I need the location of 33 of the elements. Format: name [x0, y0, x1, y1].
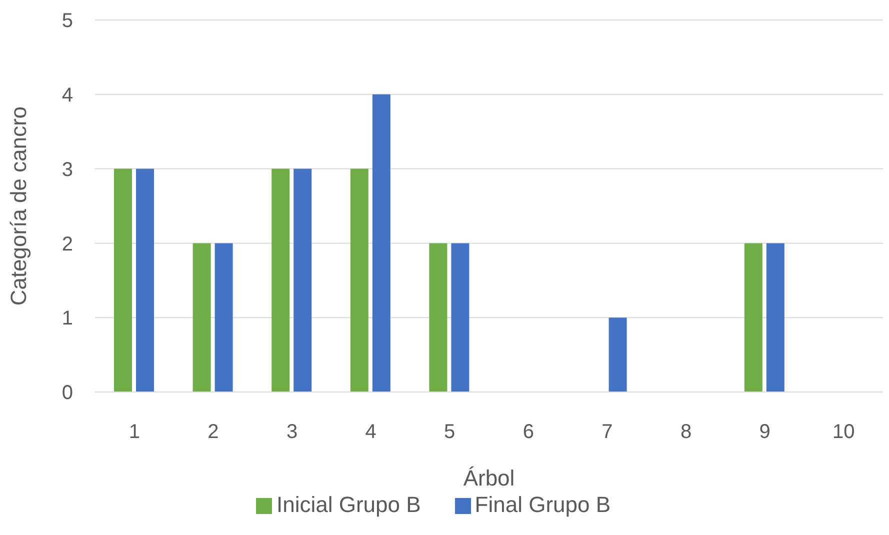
- y-tick-label: 5: [62, 10, 73, 32]
- y-tick-label: 3: [62, 158, 73, 181]
- bar: [744, 243, 762, 392]
- x-tick-label: 5: [444, 421, 456, 444]
- x-tick-label: 2: [208, 421, 219, 444]
- y-tick-label: 4: [62, 84, 73, 106]
- bar: [429, 243, 448, 392]
- y-tick-label: 0: [62, 382, 73, 404]
- x-tick-label: 4: [365, 421, 376, 444]
- bar: [294, 168, 312, 392]
- bar: [192, 243, 211, 392]
- bar: [272, 168, 290, 392]
- x-tick-label: 7: [602, 421, 613, 444]
- bar: [608, 318, 627, 392]
- x-tick-label: 10: [832, 421, 855, 444]
- legend-label: Inicial Grupo B: [276, 492, 421, 517]
- x-axis-title: Árbol: [463, 466, 515, 491]
- bar: [136, 168, 154, 392]
- x-tick-label: 9: [759, 421, 770, 444]
- bar: [372, 94, 390, 392]
- x-tick-label: 6: [522, 421, 534, 444]
- x-tick-label: 1: [128, 421, 140, 444]
- bar: [214, 243, 233, 392]
- bar: [114, 168, 132, 392]
- legend-label: Final Grupo B: [474, 492, 611, 517]
- y-tick-label: 1: [62, 308, 73, 330]
- x-tick-label: 8: [680, 421, 692, 444]
- y-axis-title: Categoría de cancro: [6, 106, 31, 306]
- bar: [451, 243, 470, 392]
- y-tick-label: 2: [62, 233, 73, 256]
- bar: [766, 243, 784, 392]
- x-tick-label: 3: [286, 421, 298, 444]
- bar: [350, 168, 368, 392]
